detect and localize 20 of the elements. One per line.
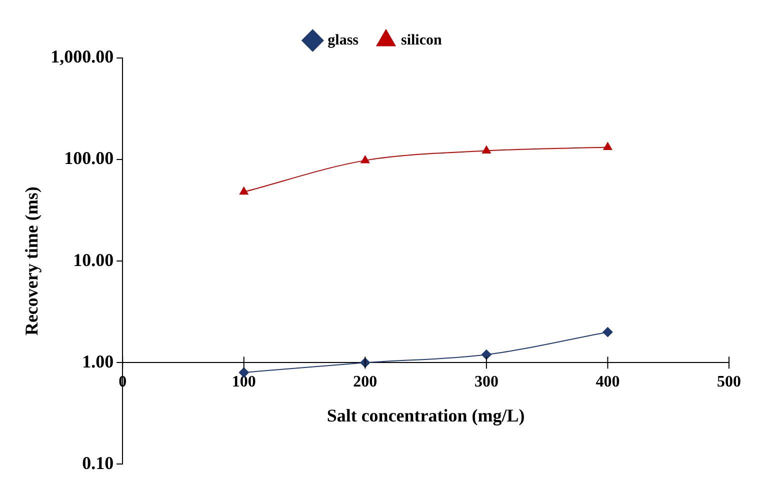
x-tick-label: 300: [474, 373, 498, 390]
y-tick-label: 10.00: [73, 250, 114, 270]
point: [481, 350, 492, 360]
point: [239, 186, 248, 195]
x-tick-label: 100: [232, 373, 256, 390]
legend-label: silicon: [401, 32, 442, 48]
x-axis-title: Salt concentration (mg/L): [326, 405, 525, 426]
legend-label: glass: [328, 32, 359, 48]
y-tick-label: 100.00: [64, 148, 114, 168]
point: [603, 142, 612, 150]
y-tick-label: 0.10: [82, 452, 114, 473]
point: [482, 146, 491, 154]
y-tick-label: 1.00: [82, 351, 114, 372]
y-tick-label: 1,000.00: [50, 46, 114, 67]
x-tick-label: 400: [596, 373, 620, 390]
point: [602, 327, 613, 338]
y-axis-title: Recovery time (ms): [21, 186, 42, 336]
point: [360, 155, 370, 164]
x-tick-label: 200: [353, 373, 378, 390]
x-tick-label: 500: [717, 373, 741, 390]
